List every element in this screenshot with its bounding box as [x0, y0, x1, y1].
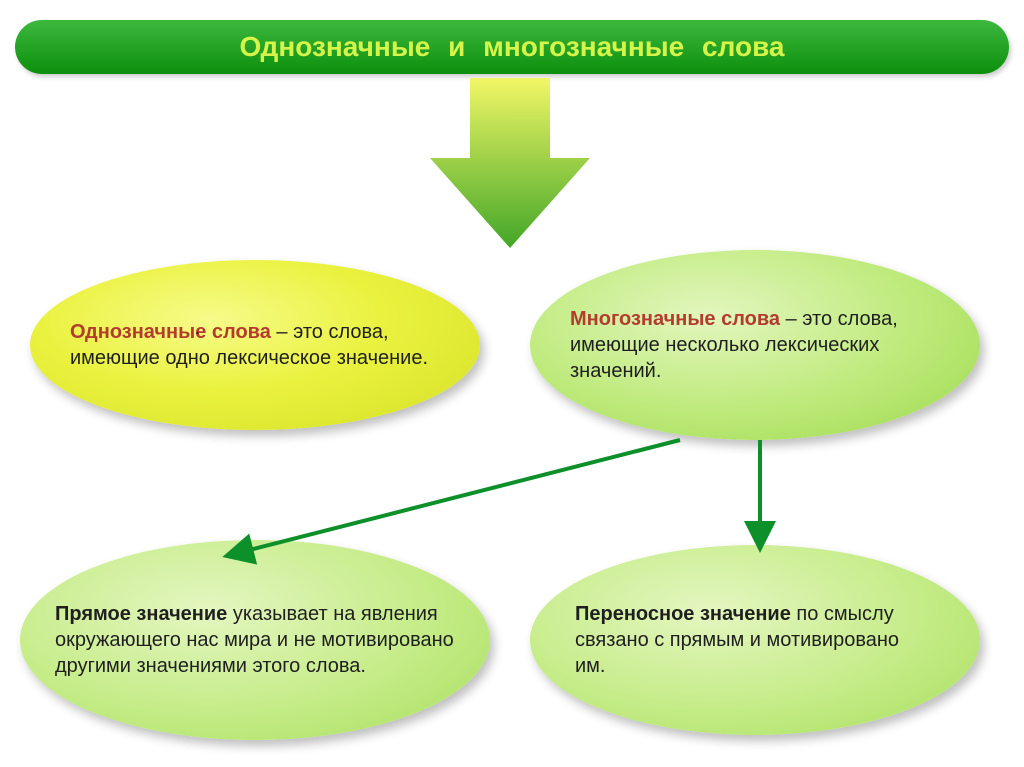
- definition-polysemic: Многозначные слова – это слова, имеющие …: [530, 250, 980, 440]
- definition-figurative-meaning: Переносное значение по смыслу связано с …: [530, 545, 980, 735]
- title-bar: Однозначные и многозначные слова: [15, 20, 1009, 74]
- title-text: Однозначные и многозначные слова: [239, 31, 784, 63]
- term-figurative: Переносное значение: [575, 603, 791, 625]
- definition-text: Однозначные слова – это слова, имеющие о…: [70, 319, 440, 371]
- stray-dot: .: [195, 318, 200, 339]
- down-arrow-icon: [430, 78, 590, 248]
- term-univocal: Однозначные слова: [70, 321, 271, 343]
- term-polysemic: Многозначные слова: [570, 308, 780, 330]
- connector-line-left: [230, 440, 680, 555]
- term-direct: Прямое значение: [55, 603, 227, 625]
- definition-text: Прямое значение указывает на явления окр…: [55, 601, 455, 679]
- definition-univocal: Однозначные слова – это слова, имеющие о…: [30, 260, 480, 430]
- definition-text: Переносное значение по смыслу связано с …: [575, 601, 935, 679]
- definition-text: Многозначные слова – это слова, имеющие …: [570, 306, 940, 384]
- definition-direct-meaning: Прямое значение указывает на явления окр…: [20, 540, 490, 740]
